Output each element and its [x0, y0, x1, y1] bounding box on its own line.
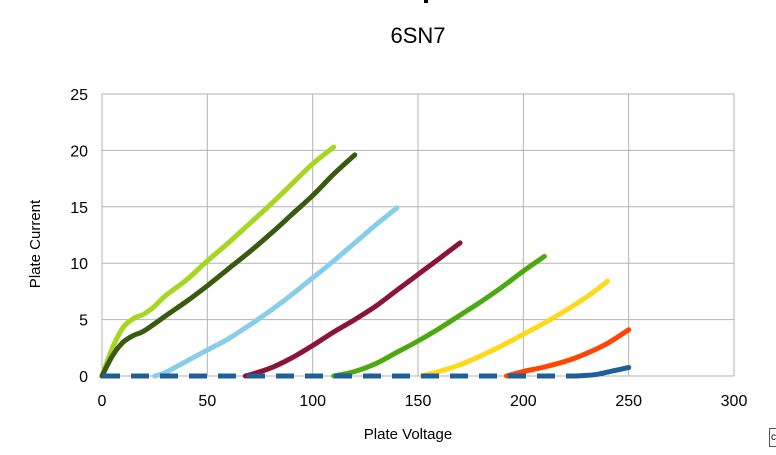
series-line-4 — [242, 240, 463, 379]
x-tick-label: 200 — [510, 393, 537, 410]
series-line-5 — [331, 253, 547, 379]
series-line-7 — [504, 327, 632, 379]
x-axis-title: Plate Voltage — [364, 426, 452, 443]
series-line-2 — [99, 152, 358, 379]
y-tick-label: 15 — [70, 200, 88, 217]
y-tick-labels: 0 5 10 15 20 25 — [70, 87, 88, 386]
x-tick-label: 100 — [299, 393, 326, 410]
x-tick-label: 50 — [198, 393, 216, 410]
x-tick-label: 300 — [721, 393, 748, 410]
x-tick-label: 0 — [98, 393, 107, 410]
chart-title: 6SN7 — [390, 23, 445, 48]
top-edge-mark — [424, 0, 428, 3]
x-tick-labels: 0 50 100 150 200 250 300 — [98, 393, 748, 410]
y-tick-label: 20 — [70, 143, 88, 160]
x-tick-label: 250 — [615, 393, 642, 410]
series-lines — [99, 144, 632, 379]
y-tick-label: 5 — [79, 313, 88, 330]
corner-box: c — [769, 428, 776, 447]
series-line-8 — [573, 365, 632, 379]
series-line-3 — [152, 205, 400, 379]
series-line-6 — [419, 278, 611, 379]
x-tick-label: 150 — [405, 393, 432, 410]
y-tick-label: 0 — [79, 369, 88, 386]
y-tick-label: 25 — [70, 87, 88, 104]
y-axis-title: Plate Current — [27, 199, 44, 288]
grid-lines — [101, 93, 735, 377]
series-line-1 — [99, 144, 337, 379]
y-tick-label: 10 — [70, 256, 88, 273]
